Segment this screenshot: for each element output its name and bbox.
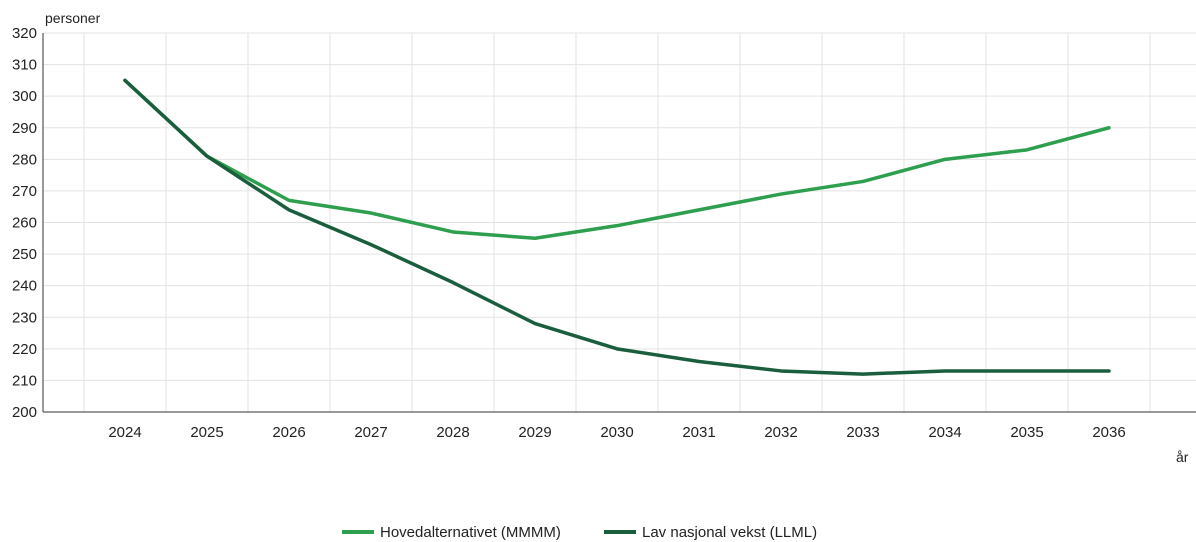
series-lines — [123, 78, 1111, 376]
x-tick-label: 2035 — [1010, 424, 1043, 441]
x-tick-label: 2031 — [682, 424, 715, 441]
y-tick-label: 260 — [12, 215, 37, 232]
legend-item: Hovedalternativet (MMMM) — [342, 524, 561, 541]
legend-item: Lav nasjonal vekst (LLML) — [604, 524, 817, 541]
x-tick-label: 2030 — [600, 424, 633, 441]
y-tick-label: 240 — [12, 278, 37, 295]
x-tick-label: 2025 — [190, 424, 223, 441]
legend: Hovedalternativet (MMMM) Lav nasjonal vek… — [342, 524, 817, 541]
y-tick-label: 220 — [12, 341, 37, 358]
axes — [42, 33, 1196, 413]
x-tick-label: 2029 — [518, 424, 551, 441]
x-tick-label: 2027 — [354, 424, 387, 441]
x-axis-title: år — [1176, 449, 1189, 465]
y-tick-label: 280 — [12, 151, 37, 168]
grid-lines — [43, 32, 1196, 412]
y-tick-label: 200 — [12, 404, 37, 421]
y-tick-label: 270 — [12, 183, 37, 200]
x-tick-labels: 2024 2025 2026 2027 2028 2029 2030 2031 2032 2033… — [108, 424, 1125, 441]
y-tick-label: 210 — [12, 372, 37, 389]
series-2 — [123, 78, 1111, 376]
y-tick-labels: 200 210 220 230 240 250 260 270 280 290 300 310 320 — [12, 25, 37, 421]
y-tick-label: 250 — [12, 246, 37, 263]
x-tick-label: 2024 — [108, 424, 141, 441]
x-tick-label: 2032 — [764, 424, 797, 441]
y-tick-label: 290 — [12, 120, 37, 137]
x-tick-label: 2034 — [928, 424, 961, 441]
y-tick-label: 230 — [12, 309, 37, 326]
y-tick-label: 320 — [12, 25, 37, 42]
y-axis-title: personer — [45, 10, 101, 26]
x-tick-label: 2033 — [846, 424, 879, 441]
x-tick-label: 2028 — [436, 424, 469, 441]
y-tick-label: 300 — [12, 88, 37, 105]
x-tick-label: 2036 — [1092, 424, 1125, 441]
legend-label: Hovedalternativet (MMMM) — [380, 524, 561, 541]
x-tick-label: 2026 — [272, 424, 305, 441]
legend-label: Lav nasjonal vekst (LLML) — [642, 524, 817, 541]
y-tick-label: 310 — [12, 57, 37, 74]
